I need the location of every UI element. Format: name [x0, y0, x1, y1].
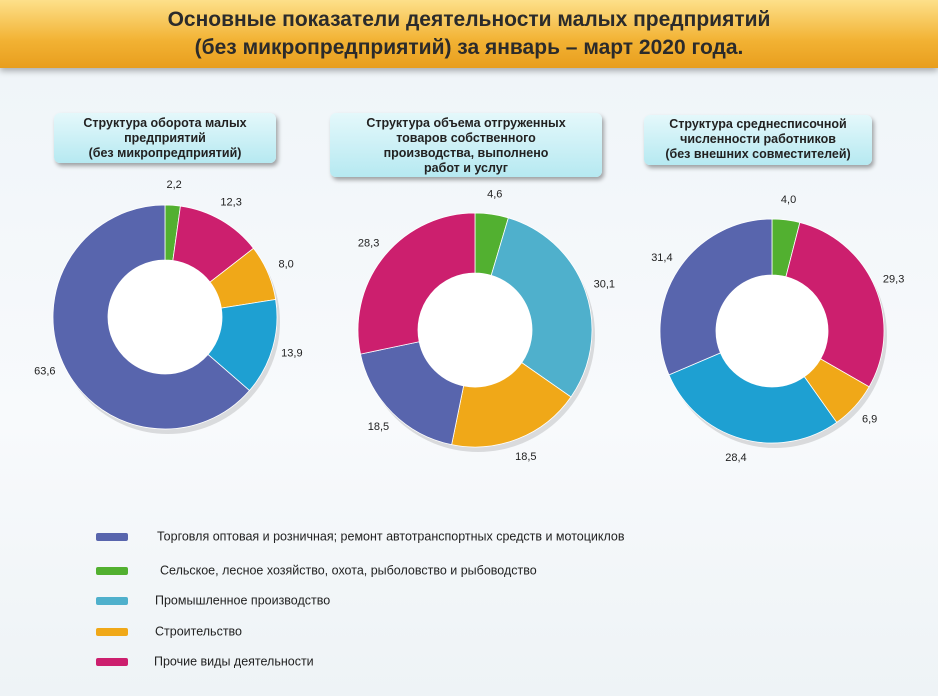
legend-marker [96, 658, 128, 666]
value-label: 18,5 [368, 421, 389, 433]
value-label: 12,3 [220, 197, 241, 209]
value-label: 28,4 [725, 452, 746, 464]
value-label: 18,5 [515, 451, 536, 463]
value-label: 6,9 [862, 414, 877, 426]
value-label: 13,9 [281, 347, 302, 359]
legend-marker [96, 533, 128, 541]
value-label: 4,0 [781, 194, 796, 206]
legend-label: Промышленное производство [155, 593, 330, 607]
value-label: 30,1 [594, 279, 615, 291]
legend-marker [96, 567, 128, 575]
legend-label: Строительство [155, 624, 242, 638]
chart-title: Структура объема отгруженных товаров соб… [330, 113, 602, 177]
chart-title: Структура среднесписочной численности ра… [644, 115, 872, 165]
value-label: 2,2 [166, 179, 181, 191]
chart-title: Структура оборота малых предприятий (без… [54, 113, 276, 163]
hole [108, 260, 222, 374]
hole [418, 273, 532, 387]
value-label: 4,6 [487, 188, 502, 200]
value-label: 31,4 [651, 252, 672, 264]
value-label: 29,3 [883, 274, 904, 286]
hole [716, 275, 828, 387]
value-label: 28,3 [358, 238, 379, 250]
legend-marker [96, 628, 128, 636]
title: Основные показатели деятельности малых п… [167, 8, 771, 59]
value-label: 8,0 [278, 258, 293, 270]
banner [0, 0, 938, 68]
legend-label: Прочие виды деятельности [154, 654, 314, 668]
legend-marker [96, 597, 128, 605]
legend-label: Сельское, лесное хозяйство, охота, рыбол… [160, 563, 537, 577]
value-label: 63,6 [34, 366, 55, 378]
legend-label: Торговля оптовая и розничная; ремонт авт… [157, 529, 625, 543]
